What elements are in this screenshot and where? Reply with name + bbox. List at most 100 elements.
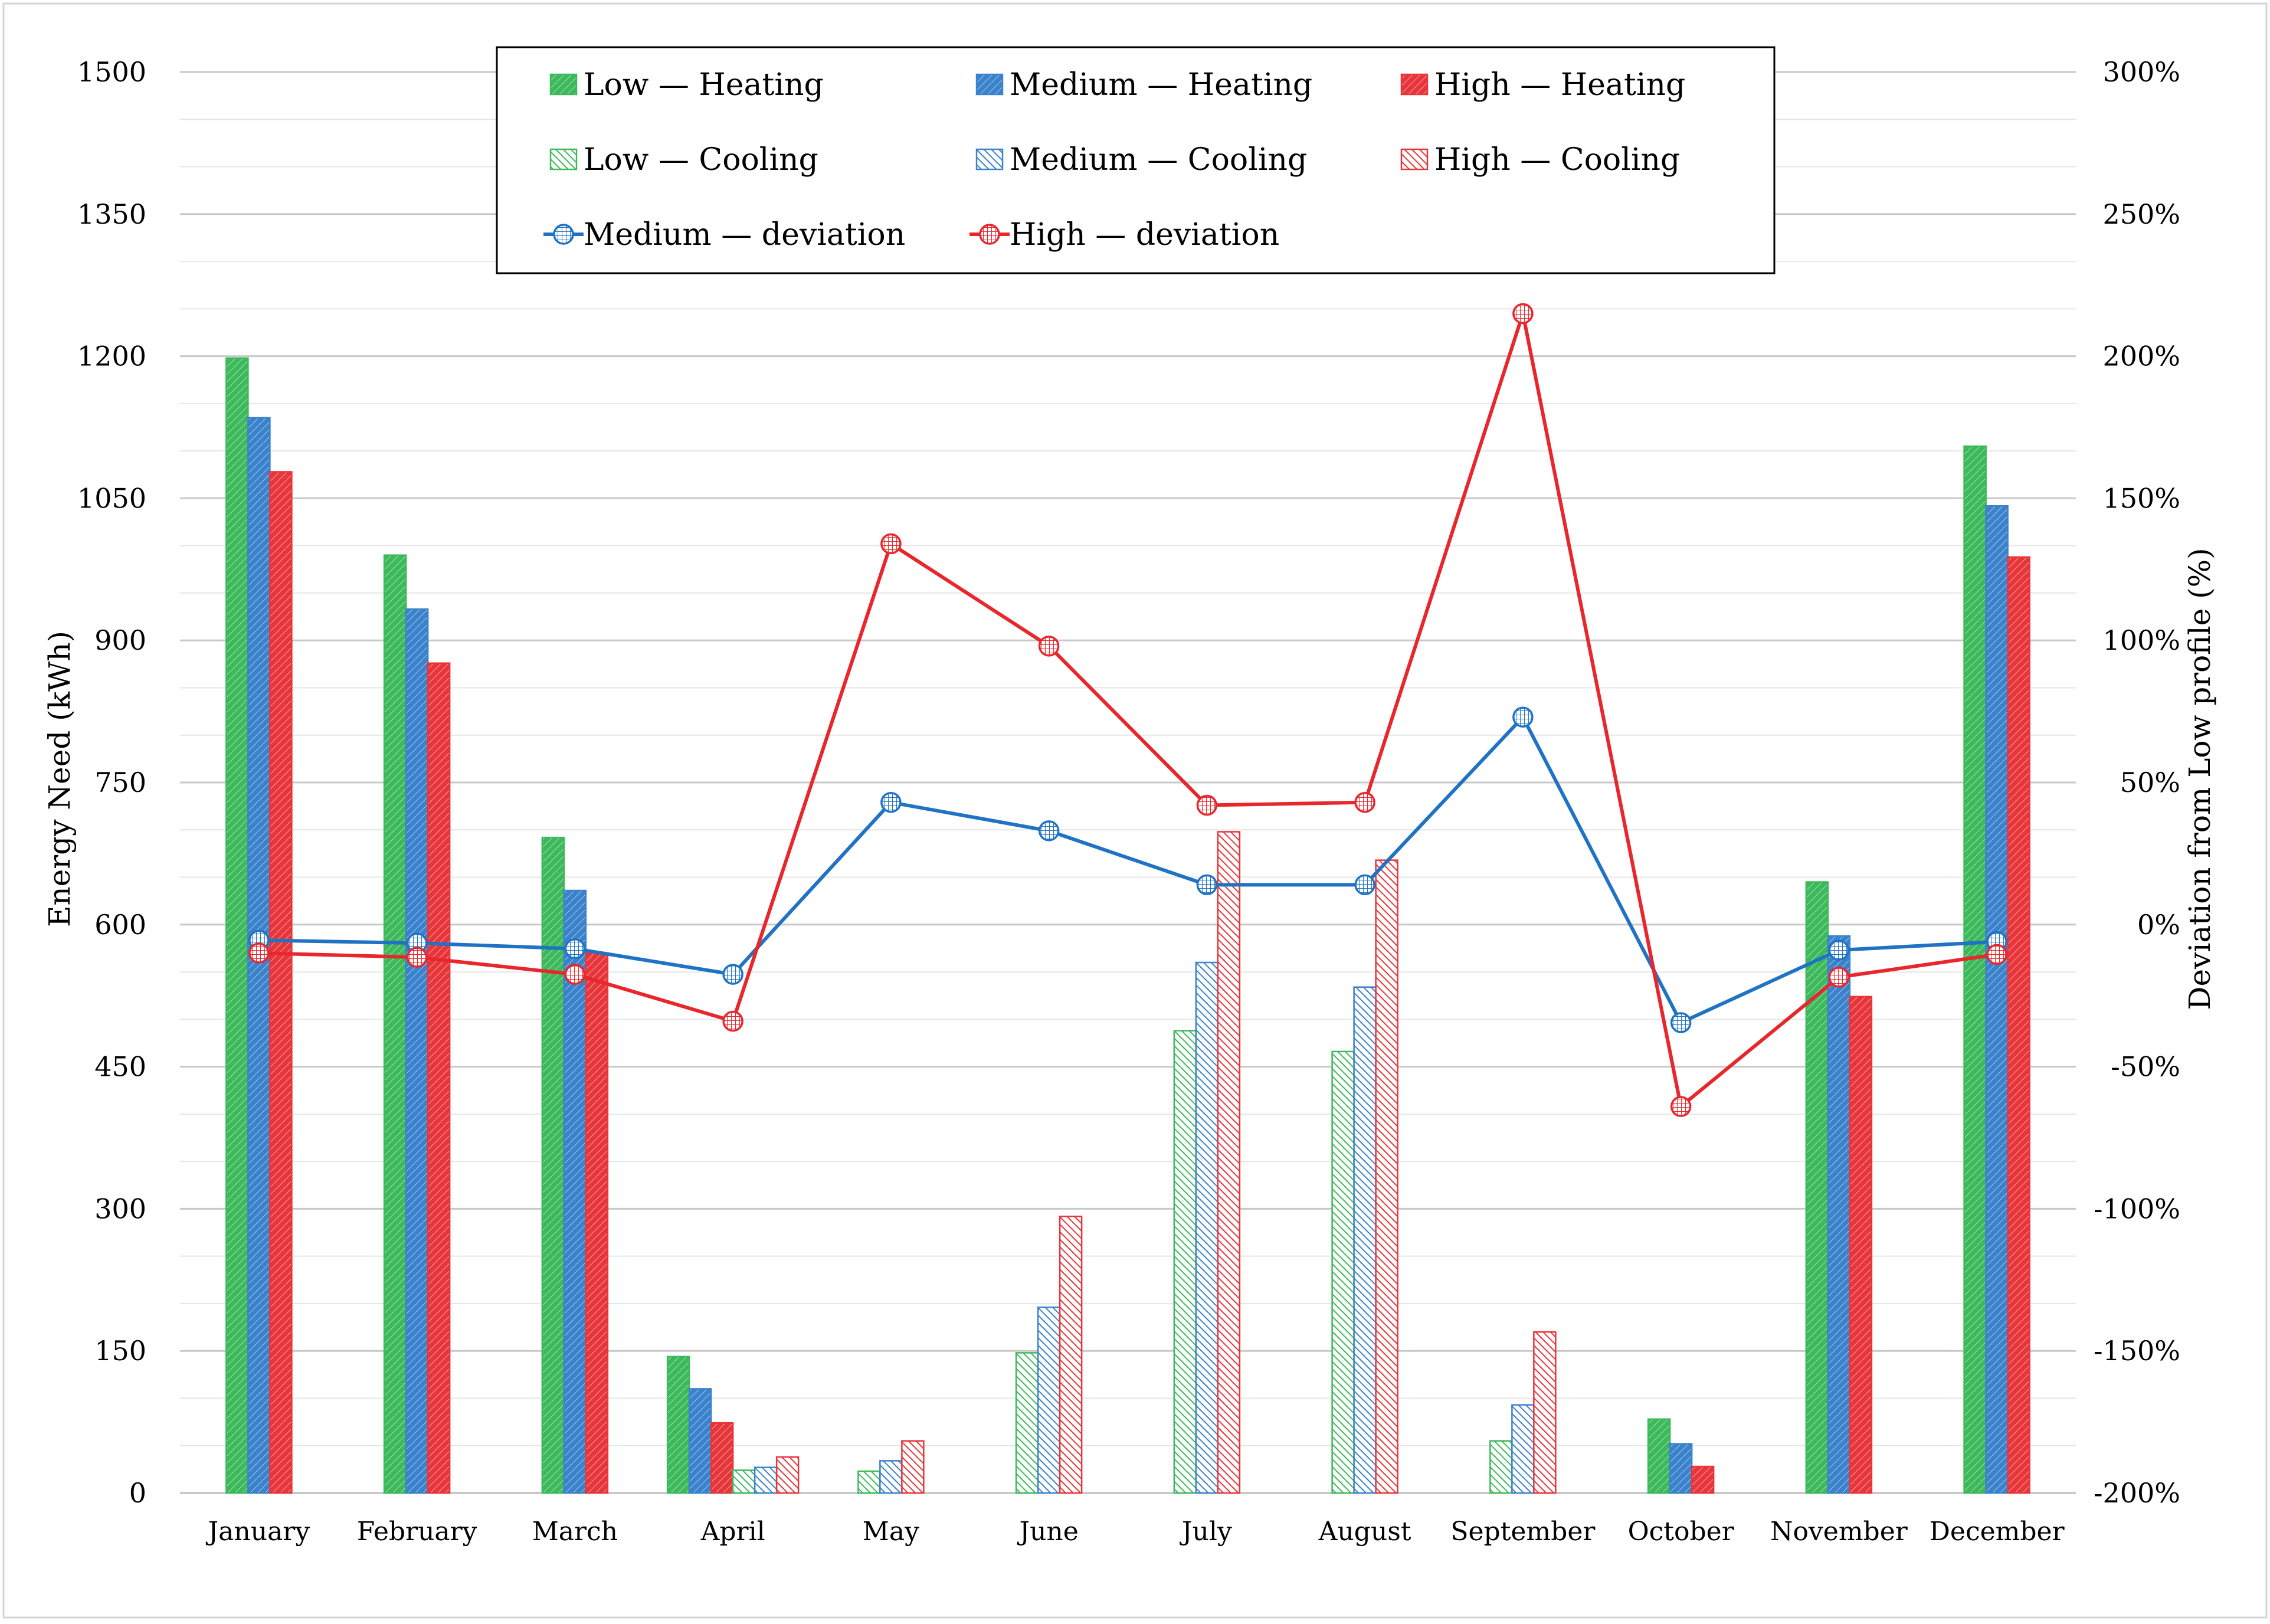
deviation-marker: [1986, 944, 2007, 965]
bar-cooling-august: [1353, 986, 1377, 1494]
category-label: November: [1770, 1517, 1908, 1547]
deviation-marker: [1038, 820, 1060, 842]
deviation-line-0: [258, 715, 1997, 1024]
bar-cooling-september: [1511, 1404, 1535, 1494]
deviation-marker: [1196, 794, 1218, 816]
category-label: August: [1318, 1517, 1411, 1547]
legend-label: Low — Heating: [584, 67, 824, 103]
legend-swatch: [975, 148, 1004, 171]
deviation-line-1: [258, 312, 1997, 1108]
legend-swatch: [549, 148, 578, 171]
bar-heating-october: [1669, 1443, 1693, 1494]
bar-heating-november: [1827, 935, 1851, 1494]
bar-heating-february: [405, 608, 429, 1494]
bars-layer: [225, 357, 2030, 1494]
bar-cooling-july: [1173, 1030, 1197, 1494]
deviation-marker: [1670, 1096, 1692, 1117]
y2-tick-label: 200%: [2102, 340, 2180, 372]
bar-heating-january: [225, 357, 249, 1494]
bar-heating-october: [1647, 1418, 1671, 1494]
category-label: December: [1930, 1517, 2065, 1547]
y-tick-label: 0: [129, 1477, 146, 1509]
y-tick-label: 150: [94, 1335, 146, 1367]
left-axis-ticks: 0 150 300 450 600 750 900 1050 1200 1350 1500: [77, 56, 146, 1509]
bar-heating-december: [1985, 505, 2009, 1494]
deviation-marker: [248, 942, 270, 964]
deviation-marker: [1354, 874, 1375, 896]
deviation-marker: [722, 1010, 743, 1032]
legend-swatch: [1400, 73, 1429, 96]
y2-tick-label: -50%: [2111, 1051, 2180, 1083]
bar-heating-march: [541, 836, 565, 1494]
category-label: January: [206, 1517, 310, 1547]
category-label: May: [863, 1517, 919, 1547]
legend-swatch: [549, 73, 578, 96]
legend-swatch: [975, 73, 1004, 96]
bar-heating-february: [383, 554, 407, 1494]
category-label: March: [532, 1517, 618, 1547]
bar-heating-november: [1849, 996, 1873, 1494]
y2-tick-label: 150%: [2102, 482, 2180, 514]
category-label: June: [1017, 1517, 1078, 1547]
legend-label: Medium — deviation: [584, 217, 905, 253]
category-labels: January February March April May June July Augu…: [206, 1517, 2065, 1547]
bar-heating-april: [666, 1355, 690, 1494]
y-tick-label: 1200: [77, 340, 146, 372]
legend-label: High — deviation: [1010, 217, 1279, 253]
bar-cooling-april: [732, 1469, 756, 1494]
deviation-marker: [1828, 967, 1850, 988]
deviation-lines-layer: [248, 303, 2007, 1117]
y2-tick-label: -200%: [2094, 1477, 2180, 1509]
deviation-marker: [880, 533, 902, 555]
bar-heating-october: [1691, 1465, 1715, 1494]
legend-label: Low — Cooling: [584, 142, 818, 178]
bar-heating-january: [269, 471, 293, 1494]
bar-cooling-september: [1489, 1440, 1513, 1494]
y-tick-label: 1500: [77, 56, 146, 88]
y2-tick-label: 0%: [2137, 909, 2180, 941]
deviation-marker: [880, 791, 902, 813]
deviation-marker: [406, 947, 428, 968]
bar-cooling-june: [1059, 1215, 1083, 1494]
y-tick-label: 300: [94, 1193, 146, 1224]
y2-axis-title: Deviation from Low profile (%): [2183, 548, 2217, 1010]
legend-label: Medium — Heating: [1010, 67, 1312, 103]
right-axis-ticks: -200% -150% -100% -50% 0% 50% 100% 150% 200% 250%…: [2094, 56, 2180, 1509]
bar-cooling-may: [857, 1470, 881, 1494]
legend-marker: [553, 224, 574, 245]
legend-label: High — Cooling: [1434, 142, 1680, 178]
y2-tick-label: 100%: [2102, 624, 2180, 656]
bar-cooling-august: [1375, 859, 1398, 1494]
y2-tick-label: 50%: [2120, 767, 2180, 798]
y2-tick-label: -150%: [2094, 1335, 2180, 1367]
bar-heating-march: [585, 952, 609, 1494]
y2-tick-label: 300%: [2102, 56, 2180, 88]
bar-heating-november: [1805, 881, 1829, 1494]
y-tick-label: 600: [94, 909, 146, 941]
deviation-marker: [1670, 1012, 1692, 1033]
y-tick-label: 900: [94, 624, 146, 656]
bar-cooling-april: [775, 1456, 800, 1494]
legend-swatch: [1400, 148, 1429, 171]
bar-cooling-june: [1037, 1307, 1061, 1494]
deviation-marker: [1512, 303, 1534, 325]
deviation-marker: [1354, 791, 1375, 813]
y-tick-label: 1050: [77, 482, 146, 514]
y-axis-title: Energy Need (kWh): [42, 631, 77, 927]
y-tick-label: 450: [94, 1051, 146, 1083]
y2-tick-label: 250%: [2102, 198, 2180, 230]
legend-label: Medium — Cooling: [1010, 142, 1307, 178]
bar-heating-april: [688, 1388, 712, 1494]
gridlines: [180, 71, 2076, 1494]
y2-tick-label: -100%: [2094, 1193, 2180, 1224]
bar-cooling-may: [901, 1440, 925, 1494]
legend: Low — Heating Medium — Heating High — Heat…: [496, 46, 1776, 274]
legend-label: High — Heating: [1434, 67, 1685, 103]
category-label: September: [1450, 1517, 1596, 1547]
bar-heating-april: [710, 1422, 734, 1494]
y-tick-label: 1350: [77, 198, 146, 230]
y-tick-label: 750: [94, 767, 146, 798]
bar-cooling-may: [879, 1460, 903, 1494]
deviation-marker: [1512, 706, 1534, 728]
